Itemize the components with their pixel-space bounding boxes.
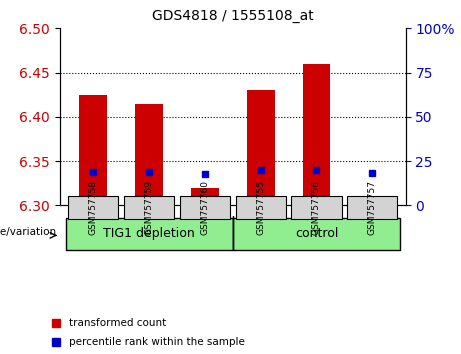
Text: GSM757755: GSM757755 [256,181,265,235]
Text: genotype/variation: genotype/variation [0,227,57,237]
FancyBboxPatch shape [233,218,400,250]
Bar [135,103,163,205]
FancyBboxPatch shape [236,196,286,219]
Bar [358,196,386,205]
FancyBboxPatch shape [347,196,397,219]
Text: GSM757759: GSM757759 [145,181,154,235]
Text: control: control [295,227,338,240]
Bar [191,188,219,205]
Text: GSM757757: GSM757757 [368,181,377,235]
FancyBboxPatch shape [180,196,230,219]
FancyBboxPatch shape [291,196,342,219]
Text: GSM757756: GSM757756 [312,181,321,235]
Text: GSM757758: GSM757758 [89,181,98,235]
FancyBboxPatch shape [65,218,233,250]
Text: transformed count: transformed count [69,318,166,329]
Text: percentile rank within the sample: percentile rank within the sample [69,337,245,347]
Title: GDS4818 / 1555108_at: GDS4818 / 1555108_at [152,9,313,23]
Text: GSM757760: GSM757760 [201,181,209,235]
Bar [79,95,107,205]
Bar [302,64,331,205]
FancyBboxPatch shape [68,196,118,219]
FancyBboxPatch shape [124,196,174,219]
Bar [247,90,275,205]
Text: TIG1 depletion: TIG1 depletion [103,227,195,240]
